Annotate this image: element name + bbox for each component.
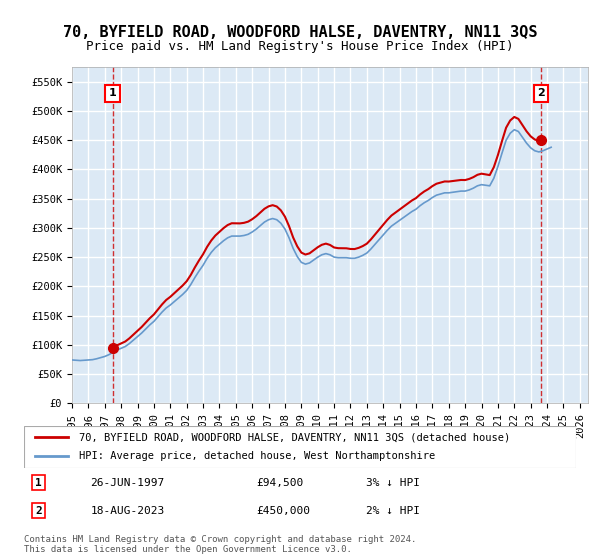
Text: £450,000: £450,000 xyxy=(256,506,310,516)
Text: 26-JUN-1997: 26-JUN-1997 xyxy=(90,478,164,488)
Text: Price paid vs. HM Land Registry's House Price Index (HPI): Price paid vs. HM Land Registry's House … xyxy=(86,40,514,53)
Text: 1: 1 xyxy=(35,478,42,488)
FancyBboxPatch shape xyxy=(24,426,576,468)
Text: HPI: Average price, detached house, West Northamptonshire: HPI: Average price, detached house, West… xyxy=(79,451,436,461)
Text: Contains HM Land Registry data © Crown copyright and database right 2024.
This d: Contains HM Land Registry data © Crown c… xyxy=(24,535,416,554)
Text: 2: 2 xyxy=(35,506,42,516)
Text: 3% ↓ HPI: 3% ↓ HPI xyxy=(366,478,420,488)
Text: 18-AUG-2023: 18-AUG-2023 xyxy=(90,506,164,516)
Text: 1: 1 xyxy=(109,88,116,99)
Text: £94,500: £94,500 xyxy=(256,478,303,488)
Text: 70, BYFIELD ROAD, WOODFORD HALSE, DAVENTRY, NN11 3QS: 70, BYFIELD ROAD, WOODFORD HALSE, DAVENT… xyxy=(63,25,537,40)
Text: 2: 2 xyxy=(537,88,545,99)
Text: 2% ↓ HPI: 2% ↓ HPI xyxy=(366,506,420,516)
Text: 70, BYFIELD ROAD, WOODFORD HALSE, DAVENTRY, NN11 3QS (detached house): 70, BYFIELD ROAD, WOODFORD HALSE, DAVENT… xyxy=(79,432,511,442)
